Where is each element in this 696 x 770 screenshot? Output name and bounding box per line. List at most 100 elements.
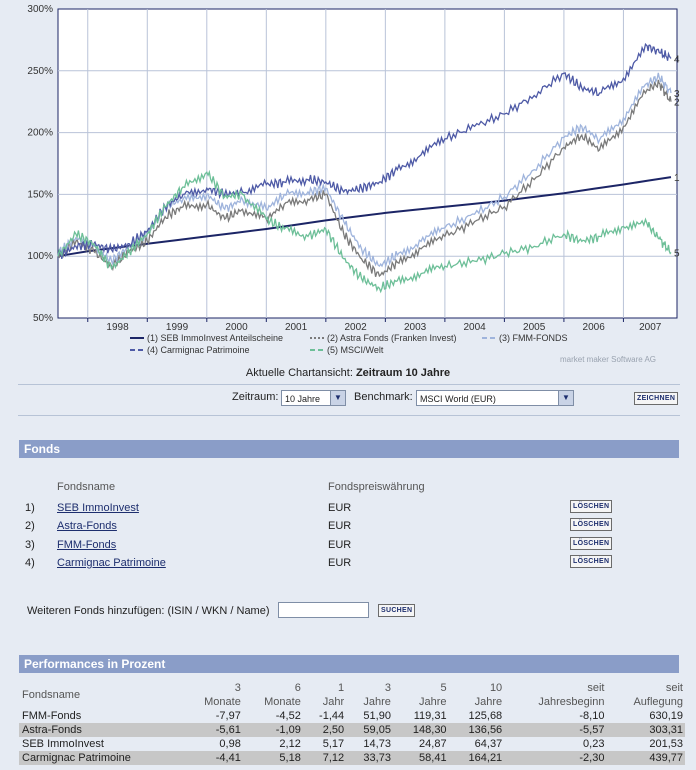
y-tick-label: 150%	[27, 189, 53, 200]
table-cell: 5,18	[242, 751, 303, 765]
performance-chart: 300% 250% 200% 150% 100% 50% 1998 1999 2000 2001…	[27, 4, 680, 355]
legend-label: (4) Carmignac Patrimoine	[147, 345, 250, 355]
series-end-label: 5	[674, 248, 680, 259]
table-header-cell: Jahr	[322, 696, 345, 708]
loeschen-button[interactable]: LÖSCHEN	[570, 518, 613, 531]
table-header-cell: 3	[234, 682, 241, 694]
table-cell: 136,56	[448, 723, 505, 737]
series-end-label: 3	[674, 89, 680, 100]
table-cell: -1,44	[319, 710, 345, 722]
table-header-cell: 1	[338, 682, 345, 694]
y-tick-label: 100%	[27, 251, 53, 262]
fonds-row-currency: EUR	[328, 539, 352, 551]
table-cell: 0,98	[219, 738, 241, 750]
table-row: Astra-Fonds -5,61 -1,09 2,50 59,05 148,3…	[19, 723, 685, 737]
legend-label: (3) FMM-FONDS	[499, 333, 568, 343]
x-tick-label: 2006	[583, 322, 606, 333]
table-cell: -1,09	[242, 723, 303, 737]
table-cell: -5,61	[182, 723, 243, 737]
chart-view-value: Zeitraum 10 Jahre	[355, 367, 451, 379]
series-line	[57, 169, 672, 294]
fonds-row-index: 4)	[25, 557, 35, 569]
add-fonds-input[interactable]	[278, 602, 369, 618]
fonds-row-link[interactable]: SEB ImmoInvest	[57, 502, 139, 514]
x-tick-label: 2001	[285, 322, 308, 333]
table-row: Carmignac Patrimoine -4,41 5,18 7,12 33,…	[19, 751, 685, 765]
table-cell: 0,23	[583, 738, 605, 750]
table-header-cell: Jahre	[474, 696, 503, 708]
x-tick-label: 2000	[225, 322, 248, 333]
table-header-cell: Jahre	[363, 696, 391, 708]
table-cell: -4,41	[182, 751, 243, 765]
x-tick-label: 2004	[464, 322, 487, 333]
fonds-row-index: 1)	[25, 502, 35, 514]
fonds-row-link[interactable]: Carmignac Patrimoine	[57, 557, 166, 569]
divider	[18, 415, 680, 416]
table-cell: 630,19	[649, 710, 683, 722]
table-row: FMM-Fonds -7,97 -4,52 -1,44 51,90 119,31…	[19, 709, 685, 723]
table-header-cell: Jahre	[419, 696, 447, 708]
table-cell: 5,17	[322, 738, 345, 750]
zeitraum-label: Zeitraum:	[232, 391, 279, 403]
fonds-row-link[interactable]: Astra-Fonds	[57, 520, 117, 532]
chevron-down-icon: ▼	[558, 391, 573, 405]
table-cell: 24,87	[419, 738, 447, 750]
table-cell: 439,77	[606, 751, 685, 765]
table-cell: 58,41	[392, 751, 449, 765]
fonds-row-currency: EUR	[328, 520, 352, 532]
zeichnen-button[interactable]: ZEICHNEN	[634, 392, 679, 405]
loeschen-button[interactable]: LÖSCHEN	[570, 500, 613, 513]
table-header-row: Fondsname 3 6 1 3 5 10 seit seit	[19, 681, 685, 701]
table-header-cell: seit	[587, 682, 605, 694]
y-axis: 300% 250% 200% 150% 100% 50%	[27, 4, 53, 324]
table-cell: 119,31	[413, 710, 447, 722]
table-cell: 148,30	[392, 723, 449, 737]
table-header-cell: 6	[294, 682, 301, 694]
chart-view-label: Aktuelle Chartansicht:	[245, 367, 353, 379]
table-header-cell: 10	[489, 682, 503, 694]
y-tick-label: 250%	[27, 66, 53, 77]
table-cell: FMM-Fonds	[22, 710, 82, 722]
fonds-row-currency: EUR	[328, 502, 352, 514]
table-cell: 64,37	[474, 738, 503, 750]
table-row: SEB ImmoInvest 0,98 2,12 5,17 14,73 24,8…	[19, 737, 685, 751]
loeschen-button[interactable]: LÖSCHEN	[570, 537, 613, 550]
fonds-col-currency: Fondspreiswährung	[328, 481, 425, 493]
fonds-row-link[interactable]: FMM-Fonds	[57, 539, 117, 551]
table-cell: Carmignac Patrimoine	[19, 751, 183, 765]
benchmark-label: Benchmark:	[354, 391, 413, 403]
table-cell: Astra-Fonds	[19, 723, 183, 737]
table-header-cell: Monate	[204, 696, 241, 708]
y-tick-label: 200%	[27, 128, 53, 139]
x-tick-label: 2002	[344, 322, 367, 333]
table-header-cell: 5	[440, 682, 447, 694]
zeitraum-select-value: 10 Jahre	[285, 394, 321, 404]
x-tick-label: 2007	[639, 322, 662, 333]
zeitraum-select[interactable]: 10 Jahre ▼	[281, 390, 346, 406]
fonds-row-index: 2)	[25, 520, 35, 532]
legend-label: (5) MSCI/Welt	[327, 345, 384, 355]
series-line	[57, 42, 672, 260]
performance-section-header: Performances in Prozent	[19, 655, 679, 673]
loeschen-button[interactable]: LÖSCHEN	[570, 555, 613, 568]
plot-area	[57, 8, 678, 319]
fonds-section-header: Fonds	[19, 440, 679, 458]
legend: (1) SEB ImmoInvest Anteilscheine (2) Astr…	[130, 333, 568, 355]
table-header-row: Monate Monate Jahr Jahre Jahre Jahre Jah…	[19, 695, 685, 709]
table-cell: 14,73	[363, 738, 391, 750]
x-tick-label: 1998	[106, 322, 129, 333]
x-axis: 1998 1999 2000 2001 2002 2003 2004 2005 2006 2007	[87, 318, 662, 333]
x-tick-label: 1999	[166, 322, 189, 333]
table-cell: 7,12	[302, 751, 347, 765]
table-cell: 51,90	[363, 710, 391, 722]
table-cell: 2,12	[279, 738, 301, 750]
benchmark-select[interactable]: MSCI World (EUR) ▼	[416, 390, 574, 406]
suchen-button[interactable]: SUCHEN	[378, 604, 416, 617]
table-cell: 2,50	[302, 723, 347, 737]
fonds-row-currency: EUR	[328, 557, 352, 569]
table-cell: -5,57	[504, 723, 607, 737]
table-cell: 164,21	[448, 751, 505, 765]
benchmark-select-value: MSCI World (EUR)	[420, 394, 496, 404]
table-cell: SEB ImmoInvest	[22, 738, 104, 750]
y-tick-label: 300%	[27, 4, 53, 15]
